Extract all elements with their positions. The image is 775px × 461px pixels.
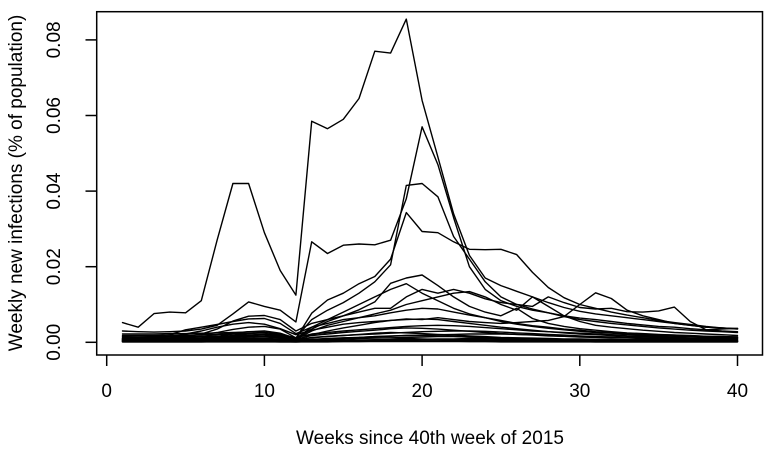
x-tick-label: 40 [727, 381, 748, 402]
series-lines [123, 19, 738, 342]
y-tick-label: 0.08 [44, 21, 65, 58]
series-line-5 [123, 275, 738, 339]
y-tick-label: 0.00 [44, 324, 65, 361]
y-tick-label: 0.02 [44, 248, 65, 285]
series-line-1 [123, 19, 738, 329]
y-tick-label: 0.04 [44, 172, 65, 209]
x-tick-label: 10 [254, 381, 275, 402]
series-line-3 [123, 184, 738, 338]
x-tick-label: 30 [569, 381, 590, 402]
y-tick-label: 0.06 [44, 97, 65, 134]
x-tick-label: 0 [101, 381, 112, 402]
x-tick-label: 20 [412, 381, 433, 402]
x-axis: 0 10 20 30 40 [101, 355, 748, 402]
x-axis-title: Weeks since 40th week of 2015 [296, 428, 564, 449]
y-axis-title: Weekly new infections (% of population) [6, 15, 27, 352]
y-axis: 0.00 0.02 0.04 0.06 0.08 [44, 21, 97, 360]
series-line-2 [123, 127, 738, 332]
